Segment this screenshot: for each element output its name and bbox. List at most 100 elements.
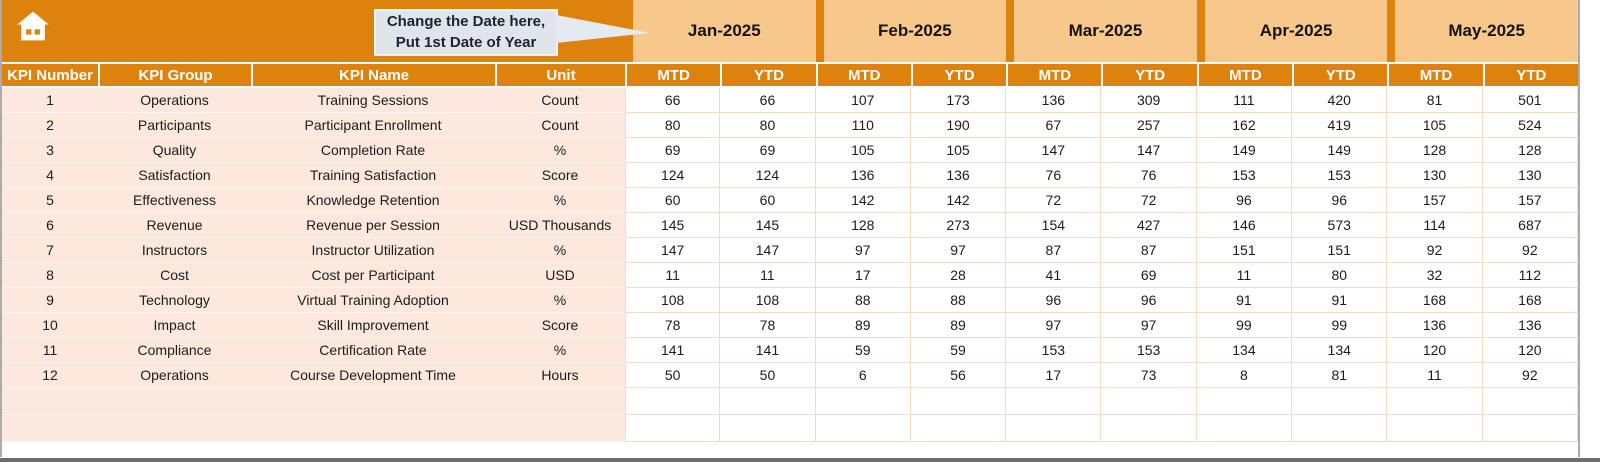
cell-value[interactable]: 142 [910,188,1007,213]
cell-value[interactable]: 141 [720,338,816,363]
cell-value[interactable]: 145 [720,213,816,238]
empty-cell[interactable] [815,388,911,415]
empty-cell[interactable] [1292,388,1388,415]
cell-value[interactable]: 190 [910,113,1007,138]
cell-value[interactable]: 112 [1482,263,1578,288]
cell-value[interactable]: 107 [815,88,911,113]
cell-value[interactable]: 11 [1387,363,1483,388]
kpi-column-header[interactable]: KPI Number [2,62,98,88]
empty-cell[interactable] [625,388,721,415]
cell-value[interactable]: 72 [1101,188,1197,213]
cell-kpi-number[interactable]: 9 [2,288,98,313]
empty-cell[interactable] [251,415,495,442]
cell-kpi-number[interactable]: 12 [2,363,98,388]
cell-unit[interactable]: Hours [495,363,625,388]
cell-value[interactable]: 97 [815,238,911,263]
cell-value[interactable]: 60 [625,188,721,213]
cell-value[interactable]: 78 [720,313,816,338]
cell-value[interactable]: 67 [1006,113,1102,138]
cell-value[interactable]: 130 [1387,163,1483,188]
cell-value[interactable]: 105 [1387,113,1483,138]
cell-value[interactable]: 91 [1292,288,1388,313]
cell-value[interactable]: 168 [1387,288,1483,313]
empty-cell[interactable] [1101,388,1197,415]
empty-cell[interactable] [1196,388,1293,415]
empty-cell[interactable] [720,388,816,415]
cell-value[interactable]: 97 [1006,313,1102,338]
empty-cell[interactable] [910,415,1007,442]
cell-value[interactable]: 105 [910,138,1007,163]
cell-value[interactable]: 97 [1101,313,1197,338]
cell-kpi-name[interactable]: Completion Rate [251,138,495,163]
cell-value[interactable]: 69 [720,138,816,163]
cell-kpi-group[interactable]: Cost [98,263,251,288]
cell-value[interactable]: 273 [910,213,1007,238]
empty-cell[interactable] [2,415,98,442]
cell-value[interactable]: 149 [1196,138,1293,163]
cell-value[interactable]: 87 [1006,238,1102,263]
cell-value[interactable]: 136 [910,163,1007,188]
cell-value[interactable]: 147 [1006,138,1102,163]
cell-value[interactable]: 309 [1101,88,1197,113]
cell-value[interactable]: 17 [1006,363,1102,388]
cell-kpi-group[interactable]: Compliance [98,338,251,363]
cell-value[interactable]: 153 [1196,163,1293,188]
cell-unit[interactable]: % [495,138,625,163]
cell-value[interactable]: 81 [1387,88,1483,113]
cell-value[interactable]: 56 [910,363,1007,388]
cell-value[interactable]: 66 [720,88,816,113]
cell-kpi-number[interactable]: 4 [2,163,98,188]
cell-value[interactable]: 92 [1482,238,1578,263]
cell-kpi-name[interactable]: Participant Enrollment [251,113,495,138]
empty-cell[interactable] [815,415,911,442]
cell-kpi-name[interactable]: Knowledge Retention [251,188,495,213]
cell-value[interactable]: 687 [1482,213,1578,238]
subcolumn-header-mtd[interactable]: MTD [815,62,911,88]
cell-value[interactable]: 59 [815,338,911,363]
cell-value[interactable]: 32 [1387,263,1483,288]
cell-value[interactable]: 124 [625,163,721,188]
cell-value[interactable]: 89 [910,313,1007,338]
cell-value[interactable]: 88 [815,288,911,313]
cell-value[interactable]: 124 [720,163,816,188]
cell-kpi-number[interactable]: 10 [2,313,98,338]
cell-value[interactable]: 60 [720,188,816,213]
cell-value[interactable]: 151 [1292,238,1388,263]
empty-cell[interactable] [98,388,251,415]
cell-value[interactable]: 87 [1101,238,1197,263]
cell-kpi-number[interactable]: 7 [2,238,98,263]
cell-value[interactable]: 108 [625,288,721,313]
cell-value[interactable]: 114 [1387,213,1483,238]
subcolumn-header-mtd[interactable]: MTD [1387,62,1483,88]
month-header-cell[interactable]: Mar-2025 [1014,0,1197,62]
cell-value[interactable]: 17 [815,263,911,288]
subcolumn-header-ytd[interactable]: YTD [720,62,816,88]
cell-unit[interactable]: % [495,188,625,213]
subcolumn-header-ytd[interactable]: YTD [1482,62,1578,88]
subcolumn-header-ytd[interactable]: YTD [1292,62,1388,88]
cell-kpi-group[interactable]: Instructors [98,238,251,263]
empty-cell[interactable] [1292,415,1388,442]
cell-kpi-number[interactable]: 8 [2,263,98,288]
cell-value[interactable]: 81 [1292,363,1388,388]
cell-value[interactable]: 142 [815,188,911,213]
cell-kpi-group[interactable]: Revenue [98,213,251,238]
cell-kpi-group[interactable]: Operations [98,363,251,388]
empty-cell[interactable] [251,388,495,415]
cell-value[interactable]: 134 [1292,338,1388,363]
month-header-cell[interactable]: Apr-2025 [1204,0,1388,62]
cell-value[interactable]: 108 [720,288,816,313]
empty-cell[interactable] [625,415,721,442]
cell-value[interactable]: 147 [1101,138,1197,163]
cell-value[interactable]: 257 [1101,113,1197,138]
cell-value[interactable]: 88 [910,288,1007,313]
cell-value[interactable]: 524 [1482,113,1578,138]
cell-value[interactable]: 168 [1482,288,1578,313]
cell-kpi-group[interactable]: Quality [98,138,251,163]
cell-kpi-name[interactable]: Cost per Participant [251,263,495,288]
cell-unit[interactable]: Score [495,313,625,338]
cell-value[interactable]: 91 [1196,288,1293,313]
empty-cell[interactable] [2,388,98,415]
cell-value[interactable]: 128 [1482,138,1578,163]
cell-value[interactable]: 99 [1292,313,1388,338]
